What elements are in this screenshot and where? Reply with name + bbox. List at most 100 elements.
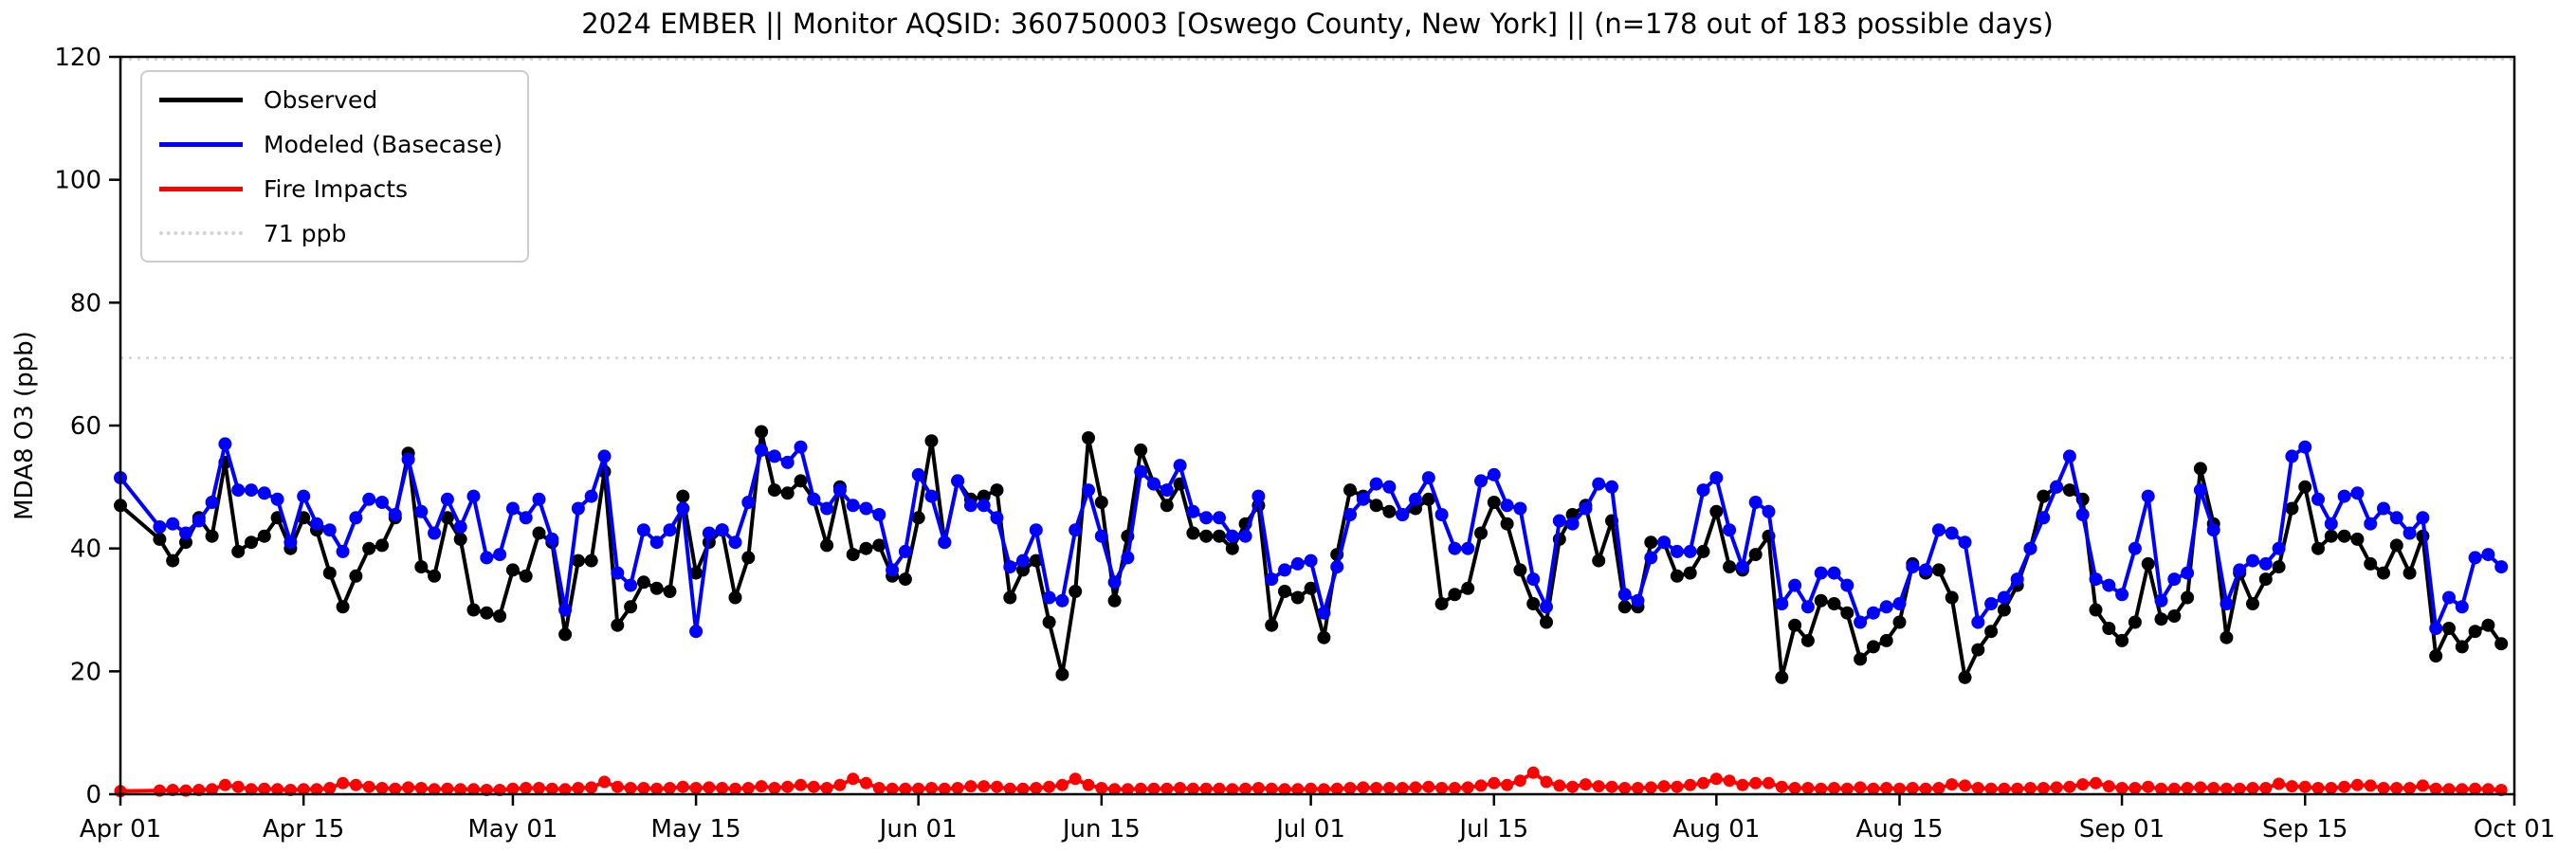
data-point-modeled-basecase- bbox=[2324, 517, 2338, 531]
data-point-observed bbox=[1016, 563, 1030, 577]
data-point-modeled-basecase- bbox=[558, 603, 573, 617]
data-point-modeled-basecase- bbox=[1919, 563, 1933, 577]
data-point-observed bbox=[257, 529, 271, 543]
data-point-fire-impacts bbox=[206, 783, 219, 796]
data-point-fire-impacts bbox=[1291, 783, 1305, 796]
x-tick-label: Sep 01 bbox=[2079, 815, 2165, 844]
data-point-modeled-basecase- bbox=[2181, 566, 2195, 580]
data-point-observed bbox=[2128, 615, 2142, 629]
data-point-modeled-basecase- bbox=[1094, 529, 1108, 543]
data-point-observed bbox=[1434, 597, 1449, 610]
data-point-fire-impacts bbox=[676, 780, 689, 793]
data-point-modeled-basecase- bbox=[322, 523, 337, 537]
data-point-modeled-basecase- bbox=[886, 563, 900, 577]
y-axis-label: MDA8 O3 (ppb) bbox=[10, 331, 39, 520]
data-point-modeled-basecase- bbox=[1147, 477, 1160, 491]
data-point-observed bbox=[977, 489, 991, 503]
data-point-observed bbox=[1278, 585, 1291, 598]
data-point-modeled-basecase- bbox=[493, 548, 507, 562]
data-point-fire-impacts bbox=[2076, 778, 2090, 791]
data-point-modeled-basecase- bbox=[1552, 514, 1566, 528]
data-point-modeled-basecase- bbox=[1213, 511, 1226, 525]
data-point-modeled-basecase- bbox=[715, 523, 729, 537]
data-point-modeled-basecase- bbox=[1735, 560, 1749, 574]
data-point-fire-impacts bbox=[1003, 782, 1016, 795]
data-point-observed bbox=[2377, 566, 2390, 580]
data-point-modeled-basecase- bbox=[1945, 526, 1959, 540]
legend-label: 71 ppb bbox=[264, 219, 347, 247]
x-tick-label: Jul 01 bbox=[1274, 815, 1345, 844]
data-point-observed bbox=[1540, 615, 1553, 629]
data-point-modeled-basecase- bbox=[349, 511, 363, 525]
data-point-observed bbox=[1866, 640, 1880, 654]
data-point-modeled-basecase- bbox=[414, 504, 429, 518]
data-point-modeled-basecase- bbox=[611, 566, 625, 580]
data-point-fire-impacts bbox=[1736, 778, 1749, 791]
data-point-fire-impacts bbox=[689, 782, 703, 794]
data-point-fire-impacts bbox=[558, 783, 572, 796]
data-point-modeled-basecase- bbox=[767, 449, 781, 463]
data-point-observed bbox=[2193, 462, 2207, 476]
data-point-modeled-basecase- bbox=[1343, 508, 1357, 521]
data-point-fire-impacts bbox=[1396, 782, 1409, 794]
data-point-fire-impacts bbox=[1749, 776, 1763, 789]
data-point-fire-impacts bbox=[1893, 782, 1906, 795]
data-point-observed bbox=[2364, 556, 2378, 571]
data-point-fire-impacts bbox=[2259, 782, 2273, 794]
data-point-fire-impacts bbox=[1213, 782, 1226, 795]
data-point-observed bbox=[990, 483, 1004, 498]
data-point-observed bbox=[1304, 581, 1318, 595]
data-point-modeled-basecase- bbox=[636, 523, 650, 537]
data-point-observed bbox=[1461, 581, 1475, 595]
data-point-observed bbox=[1448, 588, 1462, 602]
data-point-fire-impacts bbox=[2416, 779, 2429, 792]
data-point-modeled-basecase- bbox=[453, 520, 467, 534]
x-tick-label: Aug 15 bbox=[1855, 815, 1943, 844]
data-point-observed bbox=[663, 585, 677, 598]
data-point-fire-impacts bbox=[1815, 782, 1828, 795]
data-point-observed bbox=[1748, 548, 1763, 562]
data-point-observed bbox=[1931, 563, 1946, 577]
data-point-modeled-basecase- bbox=[1631, 593, 1645, 608]
data-point-fire-impacts bbox=[402, 781, 415, 794]
data-point-observed bbox=[2494, 637, 2509, 651]
data-point-fire-impacts bbox=[533, 782, 545, 794]
data-point-fire-impacts bbox=[820, 782, 833, 794]
legend-label: Observed bbox=[264, 85, 378, 114]
data-point-fire-impacts bbox=[1684, 778, 1697, 791]
data-point-modeled-basecase- bbox=[1238, 529, 1252, 543]
data-point-fire-impacts bbox=[2194, 781, 2207, 794]
data-point-observed bbox=[453, 532, 467, 546]
data-point-observed bbox=[1369, 499, 1383, 513]
data-point-fire-impacts bbox=[991, 780, 1003, 793]
x-tick-label: May 01 bbox=[467, 815, 557, 844]
data-point-fire-impacts bbox=[1526, 766, 1540, 779]
data-point-fire-impacts bbox=[1946, 778, 1959, 791]
data-point-observed bbox=[153, 532, 167, 546]
data-point-fire-impacts bbox=[1605, 780, 1618, 793]
data-point-observed bbox=[505, 563, 520, 577]
x-tick-label: Apr 15 bbox=[263, 815, 344, 844]
data-point-fire-impacts bbox=[977, 780, 991, 793]
y-tick-label: 100 bbox=[54, 167, 101, 195]
data-point-fire-impacts bbox=[1305, 782, 1318, 795]
data-point-modeled-basecase- bbox=[1605, 480, 1618, 494]
data-point-fire-impacts bbox=[337, 776, 350, 789]
data-point-modeled-basecase- bbox=[1042, 590, 1056, 605]
data-point-modeled-basecase- bbox=[689, 625, 703, 639]
data-point-fire-impacts bbox=[2128, 782, 2142, 794]
data-point-observed bbox=[911, 511, 925, 525]
data-point-modeled-basecase- bbox=[2429, 622, 2443, 635]
data-point-fire-impacts bbox=[2456, 783, 2469, 796]
data-point-fire-impacts bbox=[310, 783, 323, 796]
data-point-modeled-basecase- bbox=[794, 440, 808, 454]
data-point-modeled-basecase- bbox=[362, 492, 376, 506]
data-point-modeled-basecase- bbox=[1526, 572, 1541, 587]
data-point-modeled-basecase- bbox=[1003, 560, 1017, 574]
data-point-modeled-basecase- bbox=[2416, 511, 2430, 525]
data-point-observed bbox=[1997, 603, 2011, 617]
data-point-fire-impacts bbox=[1474, 779, 1488, 792]
data-point-modeled-basecase- bbox=[2377, 501, 2390, 516]
data-point-fire-impacts bbox=[650, 782, 664, 795]
data-point-observed bbox=[1788, 618, 1802, 632]
